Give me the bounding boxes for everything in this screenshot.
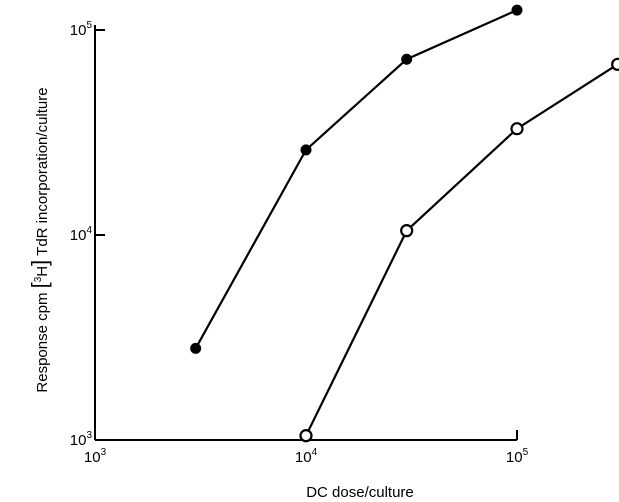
- axes: 103 104 105 103 104 105: [70, 20, 529, 466]
- series-1-point: [190, 342, 202, 354]
- y-tick-label: 105: [70, 20, 93, 39]
- y-axis-label-bracket-left: [: [27, 282, 52, 288]
- series-2-point: [611, 57, 619, 71]
- y-axis-label-suffix: TdR incorporation/culture: [34, 87, 51, 259]
- series-2-line: [305, 63, 619, 437]
- series-1-point: [300, 144, 312, 156]
- series-2-point: [510, 122, 524, 136]
- y-tick-label: 104: [70, 225, 93, 244]
- y-axis-label-isotope-symbol: H: [34, 266, 51, 277]
- series-layer: [190, 4, 619, 443]
- series-1-line: [194, 9, 518, 349]
- y-tick-label: 103: [70, 430, 93, 449]
- x-tick-label: 105: [506, 447, 529, 466]
- series-2-point: [299, 429, 313, 443]
- x-tick-label: 103: [84, 447, 107, 466]
- y-axis-label-prefix: Response cpm: [34, 288, 51, 392]
- y-axis-label-bracket-right: ]: [27, 260, 52, 266]
- x-tick-label: 104: [295, 447, 318, 466]
- y-axis-label: Response cpm [3H] TdR incorporation/cult…: [27, 87, 52, 392]
- x-axis-label: DC dose/culture: [306, 484, 414, 501]
- series-1-point: [401, 53, 413, 65]
- y-axis-label-isotope-mass: 3: [33, 276, 44, 282]
- series-1-point: [511, 4, 523, 16]
- series-2-point: [400, 224, 414, 238]
